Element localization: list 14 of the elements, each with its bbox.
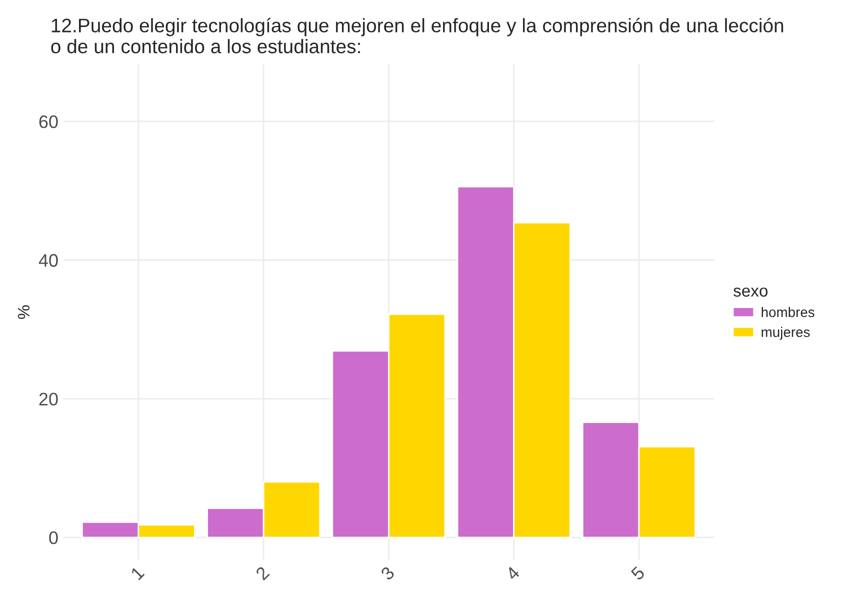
legend-label: hombres <box>762 306 814 318</box>
y-tick-label: 0 <box>49 531 58 544</box>
y-tick-label: 60 <box>39 115 58 128</box>
legend-title: sexo <box>733 288 768 297</box>
y-tick-label: 40 <box>38 254 58 267</box>
y-axis-title: % <box>18 305 30 319</box>
x-tick-label: 1 <box>130 566 145 580</box>
x-tick-label: 5 <box>630 566 646 581</box>
x-tick-label: 3 <box>380 566 396 581</box>
legend-label: mujeres <box>762 326 810 340</box>
x-tick-label: 4 <box>505 566 520 581</box>
chart-title: 12.Puedo elegir tecnologías que mejoren el enfoque y la comprensión de una lección o de un contenido a los estudiantes: <box>51 18 784 54</box>
x-tick-label: 2 <box>255 566 270 581</box>
y-tick-label: 20 <box>39 392 58 406</box>
